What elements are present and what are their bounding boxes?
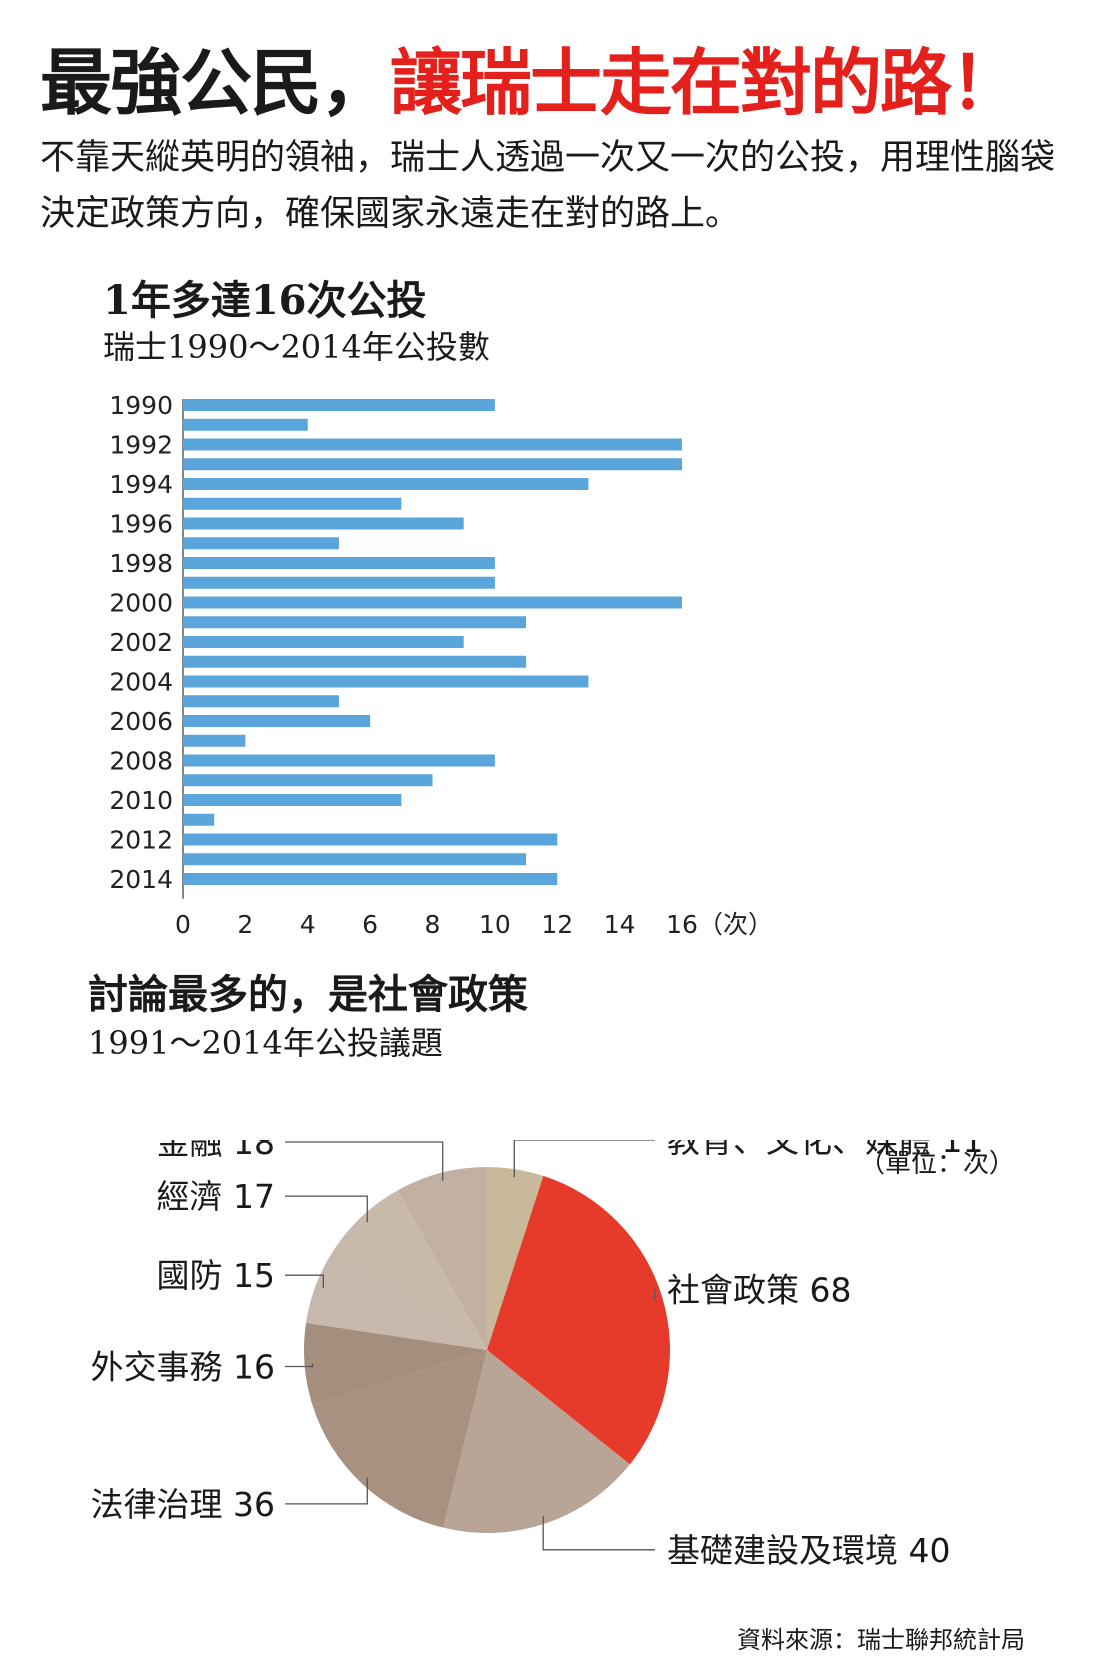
pie-label-group: 法律治理 36 [91,1477,368,1524]
bar-2009 [183,774,433,787]
x-tick-label: 8 [425,910,441,939]
x-tick-label: 14 [604,910,636,939]
pie-label: 教育、文化、媒體 11 [667,1140,983,1160]
pie-label-group: 金融 18 [157,1140,444,1181]
bar-chart-subtitle: 瑞士1990～2014年公投數 [103,328,490,366]
bar-2008 [183,754,495,767]
y-tick-label: 2008 [109,747,173,776]
pie-slice-3 [312,1350,487,1528]
leader-line [285,1141,444,1181]
x-tick-label: 12 [541,910,573,939]
pie-label-group: 社會政策 68 [653,1270,851,1309]
bar-1992 [183,438,682,451]
leader-line [513,1140,655,1178]
pie-chart-title: 討論最多的，是社會政策 [88,971,528,1018]
y-tick-label: 2014 [109,865,173,894]
x-tick-label: 16 [666,910,698,939]
x-tick-label: 6 [362,910,378,939]
bar-1997 [183,537,339,550]
bar-2003 [183,655,527,668]
pie-label-group: 國防 15 [157,1256,325,1295]
pie-slice-0 [487,1167,544,1350]
pie-unit: （單位：次） [858,1149,1015,1179]
x-tick-label: 4 [300,910,316,939]
pie-label-group: 外交事務 16 [91,1347,314,1386]
bar-1990 [183,399,495,411]
y-tick-label: 1992 [109,431,173,460]
y-tick-label: 1994 [109,470,173,499]
bar-1999 [183,576,495,589]
pie-slice-5 [306,1250,487,1350]
y-tick-label: 1998 [109,549,173,578]
bar-2012 [183,833,558,846]
intro-text: 不靠天縱英明的領袖，瑞士人透過一次又一次的公投，用理性腦袋決定政策方向，確保國家… [40,138,1056,234]
pie-label-group: 教育、文化、媒體 11 [513,1140,983,1178]
y-tick-label: 2012 [109,826,173,855]
pie-chart: 教育、文化、媒體 11 社會政策 68 基礎建設及環境 40 法律治理 36 外交事務 … [91,1140,983,1570]
x-tick-label: 10 [479,910,511,939]
bar-2011 [183,813,215,826]
y-tick-label: 1990 [109,391,173,420]
pie-slice-2 [443,1350,630,1533]
pie-label: 金融 18 [157,1140,275,1162]
bar-2005 [183,695,339,708]
bar-1995 [183,497,402,510]
leader-line [285,1195,368,1223]
bar-2006 [183,715,371,727]
pie-slice-7 [397,1167,487,1350]
bar-1994 [183,478,589,490]
leader-line [285,1274,325,1288]
source-note: 資料來源：瑞士聯邦統計局 [737,1626,1025,1654]
bar-2004 [183,675,589,688]
leader-line [285,1363,314,1368]
bar-2002 [183,636,464,648]
y-tick-label: 2004 [109,668,173,697]
pie-label: 國防 15 [157,1256,275,1295]
bar-2001 [183,616,527,629]
leader-line [285,1477,368,1505]
x-axis-unit: （次） [698,910,773,939]
leader-line [542,1515,655,1551]
bar-2007 [183,734,246,747]
bar-2010 [183,794,402,806]
pie-slice-4 [303,1322,487,1406]
x-tick-label: 2 [237,910,253,939]
pie-slice-1 [487,1175,670,1465]
headline-black: 最強公民， [40,40,392,125]
y-tick-label: 2000 [109,589,173,618]
x-tick-label: 0 [175,910,191,939]
pie-label-group: 基礎建設及環境 40 [542,1515,950,1570]
bar-1993 [183,458,682,471]
bar-chart: 1990 1992 1994 1996 1998 2000 2002 2004 2006 2008… [109,391,773,939]
bar-2013 [183,853,527,866]
bar-1996 [183,517,464,530]
headline-red: 讓瑞士走在對的路！ [390,40,1022,125]
pie-chart-subtitle: 1991～2014年公投議題 [88,1024,443,1062]
bar-1998 [183,557,495,569]
bar-2000 [183,596,682,609]
y-tick-label: 2006 [109,707,173,736]
pie-label: 經濟 17 [157,1177,275,1216]
bar-1991 [183,418,308,431]
pie-label: 社會政策 68 [667,1270,851,1309]
y-tick-label: 2002 [109,628,173,657]
pie-slice-6 [333,1190,487,1350]
pie-label: 基礎建設及環境 40 [667,1531,950,1570]
bar-2014 [183,873,558,885]
headline: 最強公民，讓瑞士走在對的路！ [40,24,1022,129]
y-tick-label: 2010 [109,786,173,815]
bar-chart-title: 1年多達16次公投 [103,277,427,324]
y-tick-label: 1996 [109,510,173,539]
pie-label: 外交事務 16 [91,1347,275,1386]
pie-label: 法律治理 36 [91,1485,275,1524]
pie-label-group: 經濟 17 [157,1177,368,1223]
